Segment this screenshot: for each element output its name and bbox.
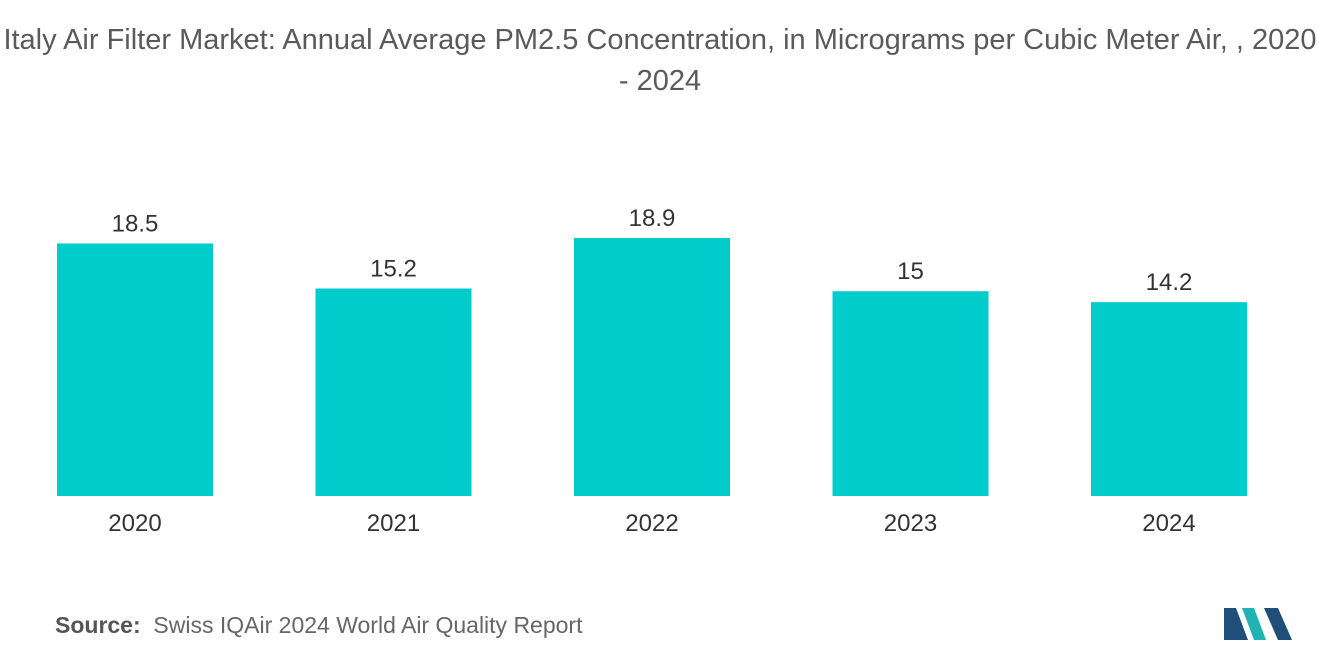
logo-shape-right [1264,608,1292,640]
x-tick-label-2020: 2020 [108,510,161,537]
value-label-2021: 15.2 [370,256,417,283]
value-label-2020: 18.5 [112,210,159,237]
bar-2021 [315,288,472,496]
x-tick-label-2024: 2024 [1142,510,1195,537]
value-label-2023: 15 [897,258,924,285]
logo-shape-left [1224,608,1248,640]
bar-2020 [57,243,213,496]
value-label-2022: 18.9 [629,205,676,232]
bar-chart: 18.5 2020 15.2 2021 18.9 2022 15 2023 14.2 2024 [57,205,1247,537]
x-tick-label-2022: 2022 [625,510,678,537]
source-note: Source: Swiss IQAir 2024 World Air Quali… [55,612,582,639]
bar-2024 [1091,302,1247,496]
x-tick-label-2021: 2021 [367,510,420,537]
source-label: Source: [55,612,141,638]
value-label-2024: 14.2 [1146,269,1193,296]
x-tick-label-2023: 2023 [884,510,937,537]
bar-2023 [832,291,989,496]
bar-2022 [574,238,730,496]
logo-shape-mid [1242,608,1266,640]
chart-title: Italy Air Filter Market: Annual Average … [3,24,1317,97]
source-text: Swiss IQAir 2024 World Air Quality Repor… [153,612,583,638]
mordor-logo-icon [1224,608,1292,640]
